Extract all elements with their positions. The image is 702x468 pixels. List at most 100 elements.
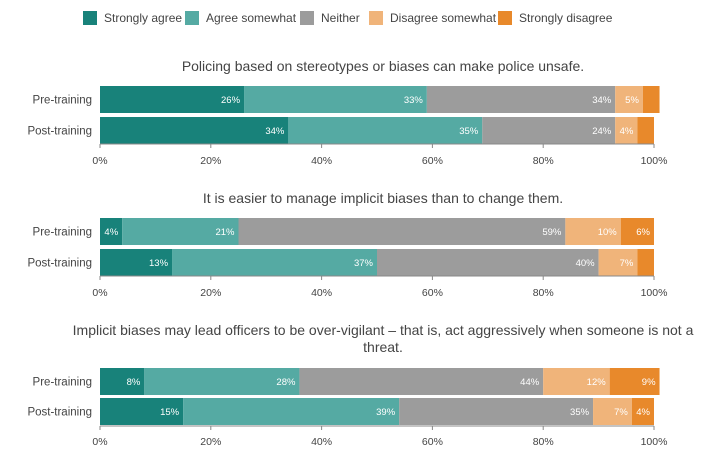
category-label: Post-training xyxy=(27,126,92,138)
data-label: 21% xyxy=(215,227,235,238)
legend-swatch xyxy=(300,11,314,25)
bar-segment xyxy=(620,218,654,245)
data-label: 7% xyxy=(614,407,628,418)
bar-segment xyxy=(593,398,632,425)
data-label: 5% xyxy=(625,95,639,106)
data-label: 4% xyxy=(620,126,634,137)
bar-segment xyxy=(238,218,566,245)
legend-item-agree-somewhat: Agree somewhat xyxy=(185,8,296,28)
bar-segment xyxy=(642,86,660,113)
category-label: Post-training xyxy=(27,258,92,270)
x-tick-label: 100% xyxy=(641,287,668,299)
bar-segment xyxy=(482,117,616,144)
bar-segment xyxy=(100,249,173,276)
data-label: 15% xyxy=(160,407,180,418)
x-tick-label: 60% xyxy=(422,436,443,448)
data-label: 4% xyxy=(636,407,650,418)
legend-item-strongly-disagree: Strongly disagree xyxy=(498,8,612,28)
bar-segment xyxy=(615,86,643,113)
data-label: 35% xyxy=(459,126,479,137)
category-label: Pre-training xyxy=(33,227,92,239)
bar-segment xyxy=(100,368,145,395)
legend-item-disagree-somewhat: Disagree somewhat xyxy=(369,8,496,28)
bar-segment xyxy=(598,249,638,276)
bar-segment xyxy=(100,117,289,144)
data-label: 10% xyxy=(598,227,618,238)
bar-segment xyxy=(244,86,427,113)
data-label: 4% xyxy=(104,227,118,238)
data-label: 34% xyxy=(265,126,285,137)
data-label: 39% xyxy=(376,407,396,418)
data-label: 24% xyxy=(592,126,612,137)
bar-segment xyxy=(377,249,599,276)
x-tick-label: 100% xyxy=(641,436,668,448)
x-tick-label: 40% xyxy=(311,436,332,448)
data-label: 40% xyxy=(576,258,596,269)
bar-segment xyxy=(615,117,638,144)
legend-swatch xyxy=(498,11,512,25)
x-tick-label: 80% xyxy=(533,436,554,448)
data-label: 44% xyxy=(520,377,540,388)
category-label: Pre-training xyxy=(33,377,92,389)
legend-swatch xyxy=(185,11,199,25)
x-tick-label: 40% xyxy=(311,155,332,167)
bar-segment xyxy=(399,398,594,425)
category-label: Post-training xyxy=(27,407,92,419)
legend-label: Neither xyxy=(321,11,360,25)
bar-segment xyxy=(426,86,616,113)
x-tick-label: 80% xyxy=(533,155,554,167)
bar-segment xyxy=(565,218,621,245)
chart-title: It is easier to manage implicit biases t… xyxy=(203,190,563,206)
data-label: 12% xyxy=(587,377,607,388)
x-tick-label: 0% xyxy=(92,287,107,299)
data-label: 9% xyxy=(642,377,656,388)
bar-segment xyxy=(288,117,483,144)
chart-legend: Strongly agree Agree somewhat Neither Di… xyxy=(0,8,702,28)
category-label: Pre-training xyxy=(33,95,92,107)
x-tick-label: 60% xyxy=(422,287,443,299)
bar-segment xyxy=(637,249,654,276)
data-label: 6% xyxy=(636,227,650,238)
bar-segment xyxy=(637,117,654,144)
bar-segment xyxy=(122,218,239,245)
chart-title: Implicit biases may lead officers to be … xyxy=(73,322,694,338)
data-label: 33% xyxy=(404,95,424,106)
legend-label: Agree somewhat xyxy=(206,11,297,25)
chart-title: threat. xyxy=(363,339,403,355)
legend-item-strongly-agree: Strongly agree xyxy=(83,8,182,28)
data-label: 8% xyxy=(127,377,141,388)
x-tick-label: 40% xyxy=(311,287,332,299)
data-label: 13% xyxy=(149,258,169,269)
data-label: 59% xyxy=(542,227,562,238)
x-tick-label: 20% xyxy=(200,287,221,299)
chart-title: Policing based on stereotypes or biases … xyxy=(182,58,584,74)
bar-segment xyxy=(631,398,654,425)
legend-label: Strongly agree xyxy=(104,11,183,25)
legend-item-neither: Neither xyxy=(300,8,360,28)
x-tick-label: 80% xyxy=(533,287,554,299)
bar-segment xyxy=(172,249,377,276)
data-label: 7% xyxy=(620,258,634,269)
legend-swatch xyxy=(369,11,383,25)
data-label: 28% xyxy=(276,377,296,388)
bar-segment xyxy=(543,368,610,395)
x-tick-label: 20% xyxy=(200,436,221,448)
bar-segment xyxy=(609,368,660,395)
bar-segment xyxy=(100,218,123,245)
data-label: 35% xyxy=(570,407,590,418)
bar-segment xyxy=(299,368,544,395)
legend-label: Strongly disagree xyxy=(519,11,613,25)
x-tick-label: 0% xyxy=(92,155,107,167)
x-tick-label: 0% xyxy=(92,436,107,448)
bar-segment xyxy=(100,86,245,113)
data-label: 26% xyxy=(221,95,241,106)
x-tick-label: 60% xyxy=(422,155,443,167)
legend-label: Disagree somewhat xyxy=(390,11,497,25)
bar-segment xyxy=(144,368,300,395)
bar-segment xyxy=(100,398,184,425)
bar-segment xyxy=(183,398,400,425)
data-label: 37% xyxy=(354,258,374,269)
x-tick-label: 100% xyxy=(641,155,668,167)
x-tick-label: 20% xyxy=(200,155,221,167)
